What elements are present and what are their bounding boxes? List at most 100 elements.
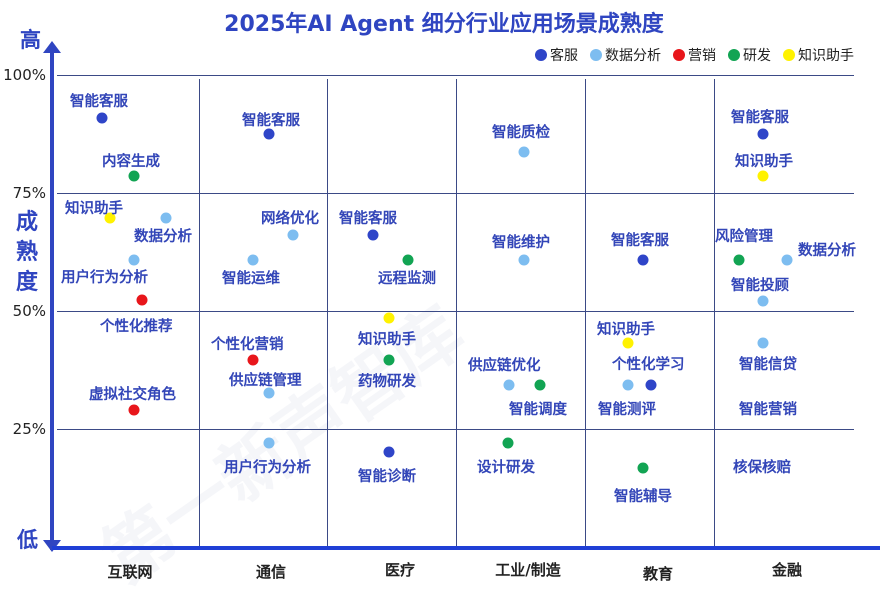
point-label: 智能调度: [509, 402, 567, 418]
legend-dot-icon: [783, 49, 795, 61]
point-label: 智能运维: [222, 271, 280, 287]
legend-label: 知识助手: [798, 48, 854, 64]
data-point: [383, 312, 395, 324]
data-point: [263, 387, 275, 399]
point-label: 知识助手: [65, 201, 123, 217]
legend-dot-icon: [590, 49, 602, 61]
data-point: [622, 337, 634, 349]
column-divider: [327, 79, 328, 547]
y-axis-title: 成 熟 度: [14, 208, 40, 298]
y-low-label: 低: [17, 528, 38, 552]
point-label: 智能辅导: [614, 489, 672, 505]
y-axis-line: [50, 48, 54, 550]
data-point: [263, 437, 275, 449]
column-divider: [456, 79, 457, 547]
y-tick-100: 100%: [3, 66, 46, 84]
point-label: 智能客服: [731, 110, 789, 126]
point-label: 个性化学习: [612, 357, 685, 373]
y-high-label: 高: [20, 28, 41, 52]
data-point: [383, 446, 395, 458]
point-label: 内容生成: [102, 154, 160, 170]
point-label: 智能客服: [242, 113, 300, 129]
data-point: [781, 254, 793, 266]
point-label: 智能客服: [70, 94, 128, 110]
point-label: 风险管理: [715, 229, 773, 245]
data-point: [104, 212, 116, 224]
data-point: [96, 112, 108, 124]
data-point: [502, 437, 514, 449]
legend-item: 数据分析: [590, 45, 661, 65]
point-label: 智能信贷: [739, 357, 797, 373]
data-point: [128, 404, 140, 416]
gridline-25: [57, 429, 854, 430]
column-divider: [714, 79, 715, 547]
data-point: [622, 379, 634, 391]
x-category-education: 教育: [642, 565, 673, 583]
point-label: 数据分析: [798, 243, 856, 259]
point-label: 供应链管理: [229, 373, 302, 389]
point-label: 智能投顾: [731, 278, 789, 294]
y-axis-title-char: 熟: [15, 240, 38, 265]
y-tick-50: 50%: [12, 302, 46, 320]
gridline-75: [57, 193, 854, 194]
x-category-telecom: 通信: [255, 563, 286, 581]
point-label: 智能营销: [739, 402, 797, 418]
column-divider: [585, 79, 586, 547]
legend-dot-icon: [673, 49, 685, 61]
data-point: [645, 379, 657, 391]
point-label: 网络优化: [261, 211, 319, 227]
data-point: [367, 229, 379, 241]
data-point: [534, 379, 546, 391]
data-point: [247, 354, 259, 366]
data-point: [402, 254, 414, 266]
legend-dot-icon: [728, 49, 740, 61]
point-label: 药物研发: [358, 374, 416, 390]
y-tick-75: 75%: [12, 184, 46, 202]
point-label: 知识助手: [358, 332, 416, 348]
gridline-100: [57, 75, 854, 76]
data-point: [518, 146, 530, 158]
chart-title: 2025年AI Agent 细分行业应用场景成熟度: [224, 12, 664, 37]
point-label: 数据分析: [134, 229, 192, 245]
data-point: [503, 379, 515, 391]
legend-item: 研发: [728, 45, 771, 65]
x-category-manufacturing: 工业/制造: [495, 561, 561, 579]
legend-label: 研发: [743, 48, 771, 64]
x-category-internet: 互联网: [107, 563, 153, 581]
data-point: [136, 294, 148, 306]
point-label: 远程监测: [378, 271, 436, 287]
point-label: 智能诊断: [358, 469, 416, 485]
point-label: 智能测评: [598, 402, 656, 418]
y-axis-title-char: 度: [15, 270, 38, 295]
data-point: [160, 212, 172, 224]
data-point: [518, 254, 530, 266]
x-axis-line: [52, 546, 880, 550]
point-label: 智能维护: [492, 235, 550, 251]
data-point: [128, 170, 140, 182]
legend-label: 营销: [688, 48, 716, 64]
point-label: 用户行为分析: [224, 460, 311, 476]
legend-item: 客服: [535, 45, 578, 65]
y-axis-title-char: 成: [15, 210, 38, 235]
data-point: [287, 229, 299, 241]
point-label: 智能质检: [492, 125, 550, 141]
legend: 客服 数据分析 营销 研发 知识助手: [535, 45, 854, 65]
point-label: 用户行为分析: [61, 270, 148, 286]
point-label: 供应链优化: [468, 358, 541, 374]
data-point: [128, 254, 140, 266]
x-category-finance: 金融: [771, 561, 802, 579]
point-label: 智能客服: [611, 233, 669, 249]
legend-label: 客服: [550, 48, 578, 64]
point-label: 设计研发: [477, 460, 535, 476]
data-point: [757, 170, 769, 182]
legend-item: 知识助手: [783, 45, 854, 65]
point-label: 个性化推荐: [100, 319, 173, 335]
data-point: [757, 295, 769, 307]
point-label: 虚拟社交角色: [89, 387, 176, 403]
data-point: [383, 354, 395, 366]
data-point: [757, 128, 769, 140]
point-label: 核保核赔: [733, 460, 791, 476]
arrow-up-icon: [43, 41, 61, 53]
legend-item: 营销: [673, 45, 716, 65]
column-divider: [199, 79, 200, 547]
